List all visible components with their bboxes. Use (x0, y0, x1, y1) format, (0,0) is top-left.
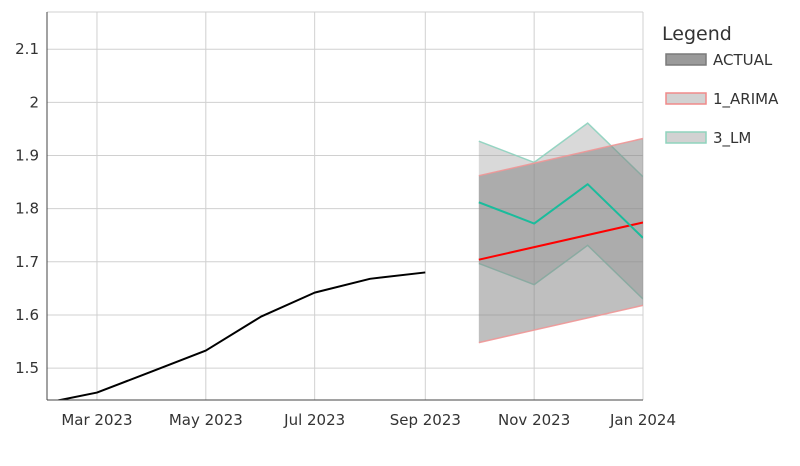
series-line-actual (55, 271, 426, 400)
legend: Legend ACTUAL 1_ARIMA 3_LM (662, 23, 779, 148)
band-lower-1-arima (478, 304, 643, 344)
y-tick-label: 2.1 (15, 40, 39, 58)
legend-label-3-lm: 3_LM (713, 129, 751, 148)
series-line-1-arima (478, 221, 643, 261)
y-tick-label: 2 (29, 93, 39, 111)
x-tick-label: Nov 2023 (498, 411, 570, 429)
x-tick-label: May 2023 (169, 411, 243, 429)
series-line-3-lm (478, 183, 643, 239)
x-tick-label: Mar 2023 (61, 411, 132, 429)
y-tick-label: 1.5 (15, 359, 39, 377)
x-tick-label: Sep 2023 (390, 411, 461, 429)
legend-swatch-3-lm (665, 131, 707, 144)
y-tick-label: 1.8 (15, 200, 39, 218)
legend-label-1-arima: 1_ARIMA (713, 90, 779, 109)
forecast-bands (478, 122, 643, 344)
legend-title: Legend (662, 23, 732, 45)
y-tick-label: 1.6 (15, 306, 39, 324)
x-tick-label: Jan 2024 (609, 411, 676, 429)
series-lines (55, 183, 643, 400)
y-tick-label: 1.7 (15, 253, 39, 271)
legend-swatch-1-arima (665, 92, 707, 105)
legend-label-actual: ACTUAL (713, 51, 773, 69)
y-tick-label: 1.9 (15, 147, 39, 165)
axes: 1.5 1.6 1.7 1.8 1.9 2 2.1 Mar 2023 May 2023 Jul 2… (15, 12, 676, 429)
x-tick-label: Jul 2023 (283, 411, 345, 429)
legend-swatch-actual (665, 53, 707, 66)
band-upper-1-arima (478, 137, 643, 177)
